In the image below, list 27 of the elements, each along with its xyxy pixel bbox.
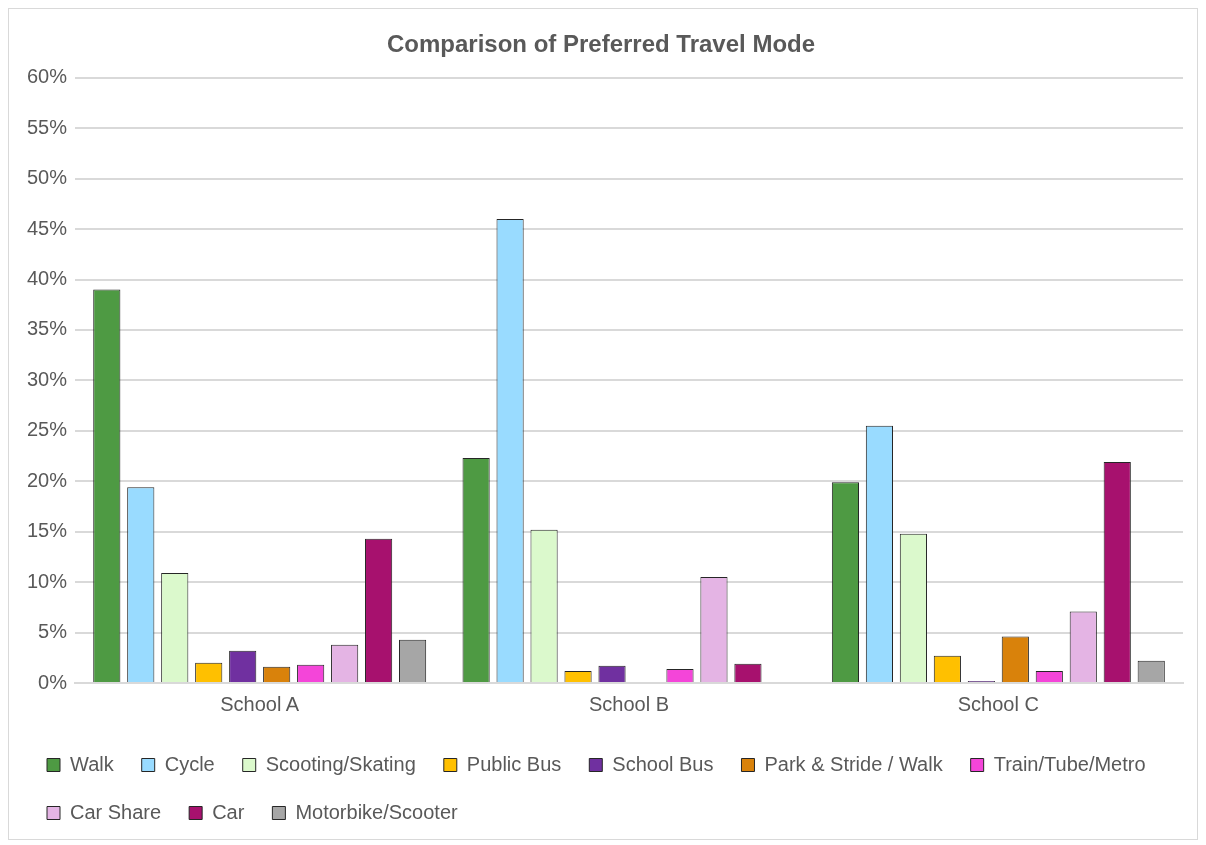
y-tick-label: 60% bbox=[27, 65, 68, 88]
y-tick-label: 50% bbox=[27, 166, 68, 189]
y-tick-label: 30% bbox=[27, 367, 68, 390]
y-tick-label: 55% bbox=[27, 115, 68, 138]
legend-label: Walk bbox=[70, 752, 115, 775]
legend-label: Park & Stride / Walk bbox=[764, 752, 944, 775]
x-tick-label: School C bbox=[957, 692, 1039, 715]
legend-label: Cycle bbox=[164, 752, 215, 775]
legend-label: Motorbike/Scooter bbox=[295, 800, 459, 823]
legend-label: Car bbox=[212, 800, 245, 823]
legend-label: Car Share bbox=[70, 800, 162, 823]
y-tick-label: 35% bbox=[27, 317, 68, 340]
y-tick-label: 20% bbox=[27, 468, 68, 491]
y-tick-label: 45% bbox=[27, 216, 68, 239]
legend-label: Public Bus bbox=[466, 752, 562, 775]
x-tick-label: School B bbox=[588, 692, 670, 715]
y-tick-label: 15% bbox=[27, 519, 68, 542]
y-tick-label: 10% bbox=[27, 569, 68, 592]
y-tick-label: 0% bbox=[38, 670, 68, 693]
x-tick-label: School A bbox=[220, 692, 300, 715]
y-tick-label: 25% bbox=[27, 418, 68, 441]
chart-title: Comparison of Preferred Travel Mode bbox=[386, 30, 816, 58]
y-tick-label: 40% bbox=[27, 267, 68, 290]
legend-label: Scooting/Skating bbox=[265, 752, 416, 775]
legend-label: Train/Tube/Metro bbox=[993, 752, 1146, 775]
y-tick-label: 5% bbox=[38, 620, 68, 643]
legend-label: School Bus bbox=[612, 752, 714, 775]
